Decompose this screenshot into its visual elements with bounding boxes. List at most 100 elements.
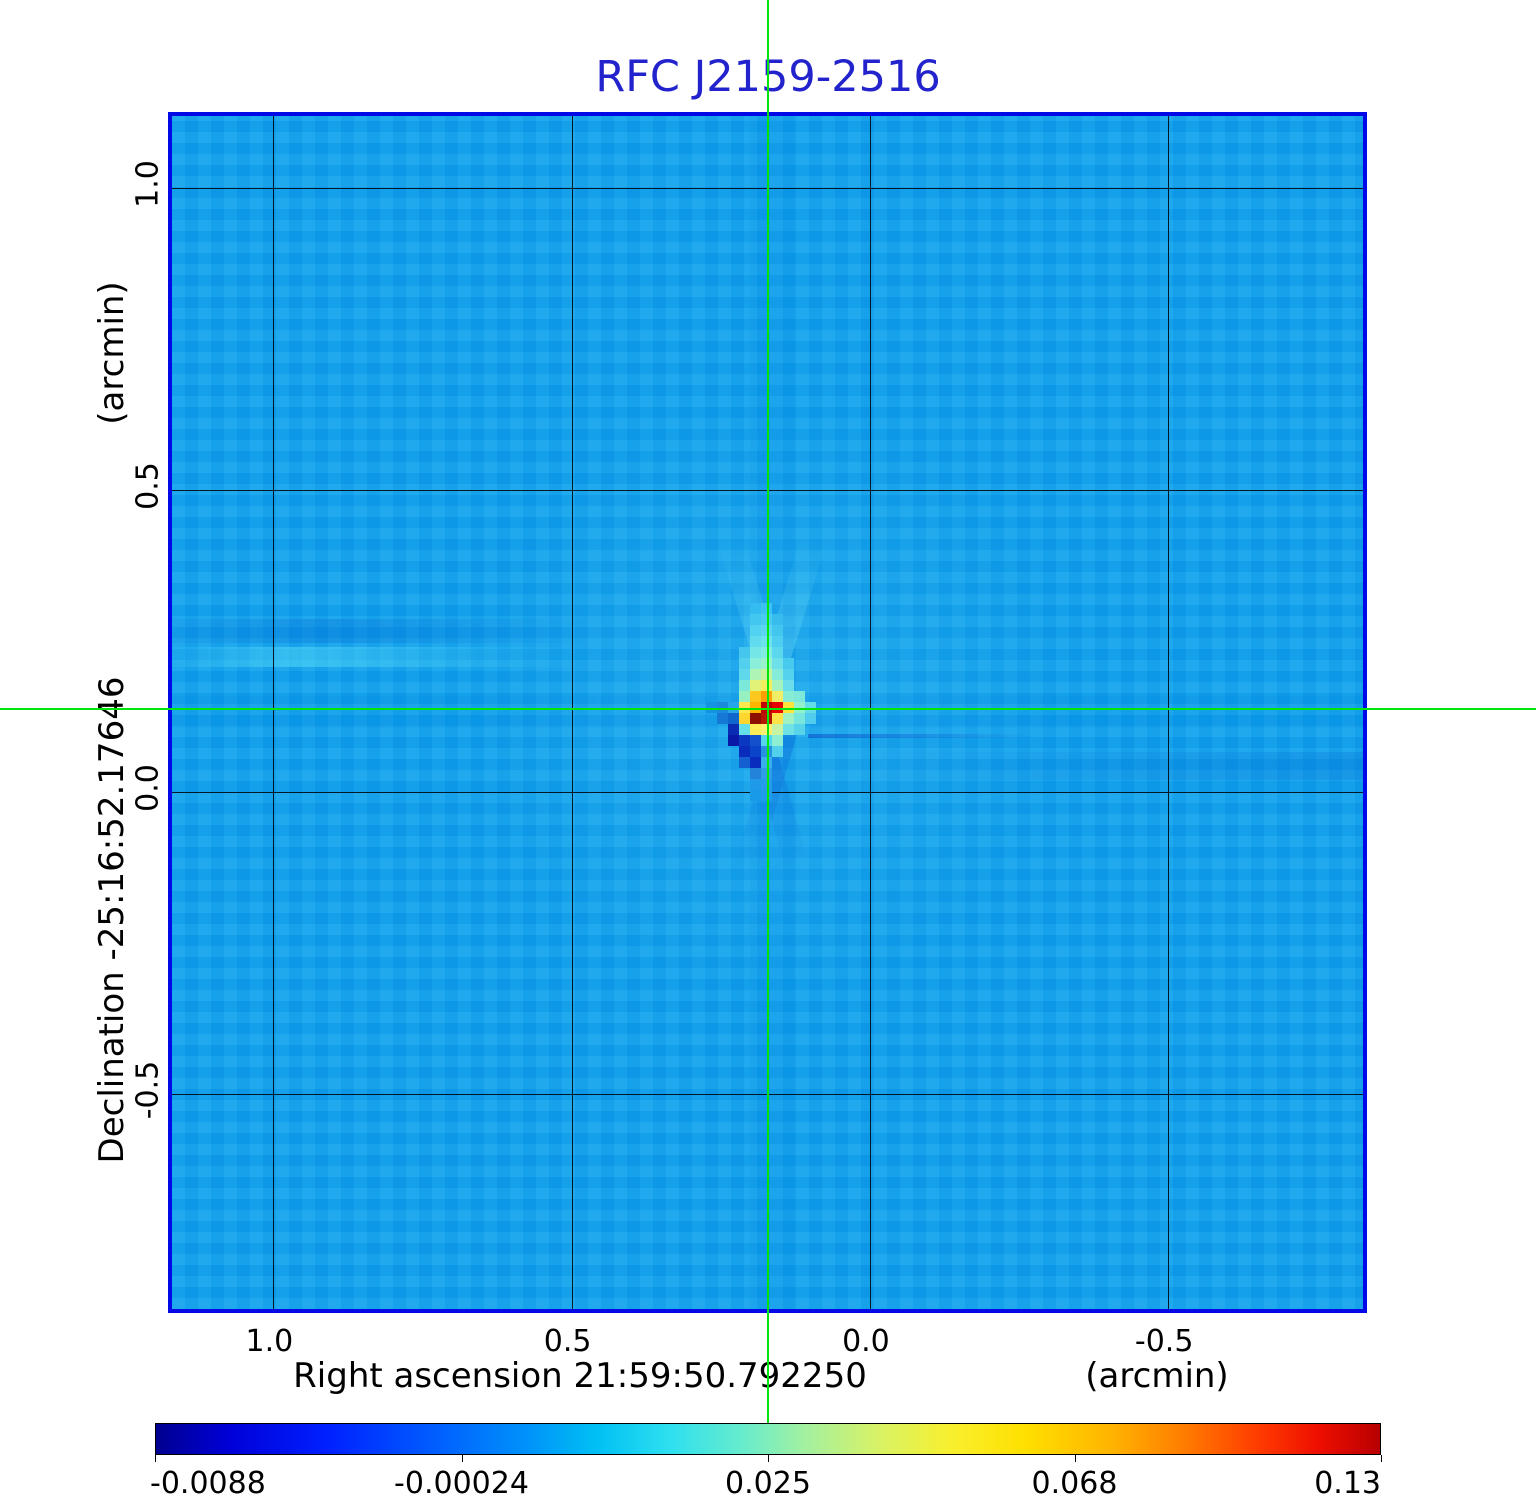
source-pixel — [805, 702, 817, 714]
crosshair-horizontal-line — [0, 708, 1536, 711]
source-pixel — [805, 713, 817, 725]
source-pixel — [750, 625, 762, 637]
source-pixel — [772, 647, 784, 659]
y-tick-label: 0.5 — [130, 462, 166, 511]
source-pixel — [750, 724, 762, 736]
source-pixel — [761, 735, 773, 747]
source-pixel — [739, 702, 751, 714]
source-pixel — [772, 680, 784, 692]
colorbar-tick — [461, 1455, 463, 1462]
sidelobe-streak-left-light — [172, 647, 582, 667]
source-pixel — [772, 702, 784, 714]
source-pixel — [772, 658, 784, 670]
y-tick-label: -0.5 — [130, 1060, 166, 1119]
y-axis-unit: (arcmin) — [92, 281, 132, 425]
source-pixel — [772, 669, 784, 681]
source-pixel — [772, 735, 784, 747]
source-pixel — [739, 680, 751, 692]
source-pixel — [728, 702, 740, 714]
y-tick-label: 0.0 — [130, 764, 166, 812]
source-pixel — [739, 735, 751, 747]
source-pixel — [761, 669, 773, 681]
source-pixel — [772, 713, 784, 725]
source-pixel — [761, 746, 773, 758]
source-pixel — [783, 658, 795, 670]
source-pixel — [750, 636, 762, 648]
source-pixel — [750, 614, 762, 626]
source-pixel — [772, 724, 784, 736]
source-pixel — [772, 625, 784, 637]
source-pixel — [750, 702, 762, 714]
source-pixel — [739, 669, 751, 681]
source-pixel — [739, 724, 751, 736]
source-pixel — [761, 691, 773, 703]
source-pixel — [761, 636, 773, 648]
colorbar-tick — [1074, 1455, 1076, 1462]
source-pixel — [772, 691, 784, 703]
source-pixel — [750, 647, 762, 659]
source-pixel — [761, 603, 773, 615]
source-pixel — [717, 702, 729, 714]
source-pixel — [728, 724, 740, 736]
source-pixel — [761, 614, 773, 626]
source-pixel — [761, 625, 773, 637]
source-pixel — [761, 680, 773, 692]
x-tick-label: 0.0 — [842, 1324, 890, 1359]
source-pixel — [761, 702, 773, 714]
colorbar-tick-label: 0.025 — [725, 1466, 811, 1501]
x-tick-label: 1.0 — [245, 1324, 294, 1359]
source-pixel — [772, 614, 784, 626]
x-gridline — [571, 116, 573, 1309]
y-tick-label: 1.0 — [130, 160, 166, 209]
source-pixel — [750, 768, 762, 780]
source-pixel — [783, 669, 795, 681]
source-pixel — [739, 746, 751, 758]
source-pixel — [750, 658, 762, 670]
y-axis-label: Declination -25:16:52.17646 — [92, 676, 132, 1164]
x-gridline — [1168, 116, 1170, 1309]
x-axis-label: Right ascension 21:59:50.792250 — [293, 1356, 867, 1396]
source-pixel — [761, 647, 773, 659]
source-pixel — [750, 691, 762, 703]
sidelobe-streak-right-dark — [862, 752, 1363, 780]
sidelobe-streak-thin-right — [808, 734, 1038, 738]
source-pixel — [794, 691, 806, 703]
x-gridline — [869, 116, 871, 1309]
source-pixel — [750, 735, 762, 747]
source-pixel — [728, 713, 740, 725]
source-pixel — [794, 724, 806, 736]
source-pixel — [761, 724, 773, 736]
source-pixel — [750, 746, 762, 758]
source-pixel — [761, 790, 773, 802]
source-pixel — [750, 680, 762, 692]
source-pixel — [728, 735, 740, 747]
source-pixel — [794, 713, 806, 725]
source-pixel — [783, 702, 795, 714]
source-pixel — [706, 702, 718, 714]
source-pixel — [783, 680, 795, 692]
source-pixel — [761, 658, 773, 670]
source-pixel — [750, 713, 762, 725]
source-pixel — [761, 713, 773, 725]
colorbar-tick — [1381, 1455, 1382, 1462]
source-pixel — [783, 713, 795, 725]
source-pixel — [750, 757, 762, 769]
source-pixel — [772, 746, 784, 758]
source-pixel — [750, 790, 762, 802]
source-pixel — [750, 603, 762, 615]
colorbar-tick — [155, 1455, 156, 1462]
source-pixel — [783, 691, 795, 703]
x-tick-label: -0.5 — [1134, 1324, 1194, 1359]
source-pixel — [750, 669, 762, 681]
source-pixel — [794, 702, 806, 714]
colorbar-tick-label: -0.00024 — [394, 1466, 529, 1501]
source-pixel — [739, 757, 751, 769]
source-pixel — [761, 779, 773, 791]
crosshair-vertical-line — [767, 0, 770, 1423]
source-pixel — [717, 713, 729, 725]
source-pixel — [739, 713, 751, 725]
source-pixel — [739, 647, 751, 659]
x-tick-label: 0.5 — [543, 1324, 592, 1359]
source-pixel — [739, 691, 751, 703]
